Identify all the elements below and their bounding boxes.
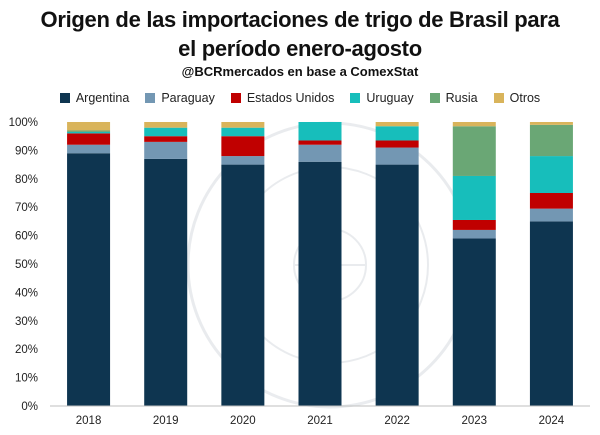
bar-segment-argentina-2023 (452, 238, 496, 406)
legend-swatch (429, 93, 440, 103)
x-tick-label: 2020 (230, 415, 256, 427)
x-tick-label: 2021 (307, 415, 333, 427)
bar-segment-otros-2023 (452, 122, 496, 127)
bar-segment-paraguay-2021 (298, 144, 342, 162)
x-tick-label: 2023 (461, 415, 487, 427)
bar-segment-argentina-2018 (67, 153, 111, 406)
chart-subtitle: @BCRmercados en base a ComexStat (181, 64, 419, 79)
bar-segment-estados-unidos-2019 (144, 136, 188, 142)
legend-item: Rusia (429, 90, 478, 106)
bar-segment-paraguay-2023 (452, 229, 496, 239)
y-tick-label: 30% (15, 316, 38, 328)
legend-label: Otros (509, 91, 541, 105)
legend-label: Rusia (445, 91, 478, 105)
y-tick-label: 10% (15, 373, 38, 385)
legend-label: Uruguay (366, 91, 414, 105)
bar-segment-rusia-2024 (529, 124, 573, 157)
y-tick-label: 90% (15, 145, 38, 157)
bar-segment-estados-unidos-2022 (375, 140, 419, 148)
bar-segment-uruguay-2024 (529, 156, 573, 193)
bar-segment-otros-2020 (221, 122, 265, 128)
legend-item: Otros (493, 90, 541, 106)
bar-segment-uruguay-2023 (452, 175, 496, 220)
bar-segment-otros-2018 (67, 122, 111, 131)
bar-segment-paraguay-2019 (144, 141, 188, 159)
y-tick-label: 100% (9, 117, 38, 129)
legend-swatch (59, 93, 70, 103)
legend-item: Estados Unidos (230, 90, 335, 106)
legend-label: Argentina (75, 91, 130, 105)
chart-title: Origen de las importaciones de trigo de … (40, 7, 560, 32)
bar-segment-argentina-2019 (144, 158, 188, 406)
bar-segment-uruguay-2019 (144, 127, 188, 137)
bar-segment-paraguay-2020 (221, 156, 265, 165)
bar-segment-argentina-2020 (221, 164, 265, 406)
bar-segment-estados-unidos-2020 (221, 136, 265, 157)
bar-segment-estados-unidos-2021 (298, 140, 342, 145)
x-tick-label: 2018 (76, 415, 102, 427)
x-tick-label: 2019 (153, 415, 179, 427)
chart-title-line-2: el período enero-agosto (178, 36, 422, 61)
bar-segment-estados-unidos-2023 (452, 219, 496, 230)
legend-swatch (493, 93, 504, 103)
bar-segment-rusia-2018 (67, 130, 111, 132)
x-tick-label: 2024 (539, 415, 565, 427)
bar-segment-otros-2019 (144, 122, 188, 128)
bar-segment-rusia-2023 (452, 126, 496, 176)
legend-item: Argentina (59, 90, 130, 106)
y-tick-label: 20% (15, 344, 38, 356)
bar-segment-otros-2022 (375, 122, 419, 127)
legend-swatch (145, 93, 156, 103)
legend-item: Paraguay (145, 90, 215, 106)
y-tick-label: 80% (15, 174, 38, 186)
bar-segment-uruguay-2021 (298, 122, 342, 141)
bar-segment-uruguay-2022 (375, 126, 419, 141)
bar-segment-estados-unidos-2024 (529, 193, 573, 209)
y-tick-label: 70% (15, 202, 38, 214)
legend-swatch (230, 93, 241, 103)
legend-label: Paraguay (161, 91, 215, 105)
y-tick-label: 40% (15, 287, 38, 299)
bar-segment-argentina-2024 (529, 221, 573, 406)
bar-segment-paraguay-2024 (529, 208, 573, 222)
x-tick-label: 2022 (384, 415, 410, 427)
bar-segment-paraguay-2022 (375, 147, 419, 165)
legend-label: Estados Unidos (246, 91, 335, 105)
y-tick-label: 0% (21, 401, 38, 413)
bar-segment-otros-2024 (529, 122, 573, 125)
bar-segment-estados-unidos-2018 (67, 133, 111, 145)
bar-segment-argentina-2022 (375, 164, 419, 406)
legend-item: Uruguay (350, 90, 414, 106)
legend: Argentina Paraguay Estados Unidos Uruguay Ru… (0, 90, 600, 106)
bar-segment-argentina-2021 (298, 161, 342, 406)
bar-segment-uruguay-2018 (67, 131, 111, 134)
y-tick-label: 60% (15, 231, 38, 243)
bar-segment-uruguay-2020 (221, 127, 265, 137)
bar-segment-paraguay-2018 (67, 144, 111, 154)
legend-swatch (350, 93, 361, 103)
y-tick-label: 50% (15, 259, 38, 271)
